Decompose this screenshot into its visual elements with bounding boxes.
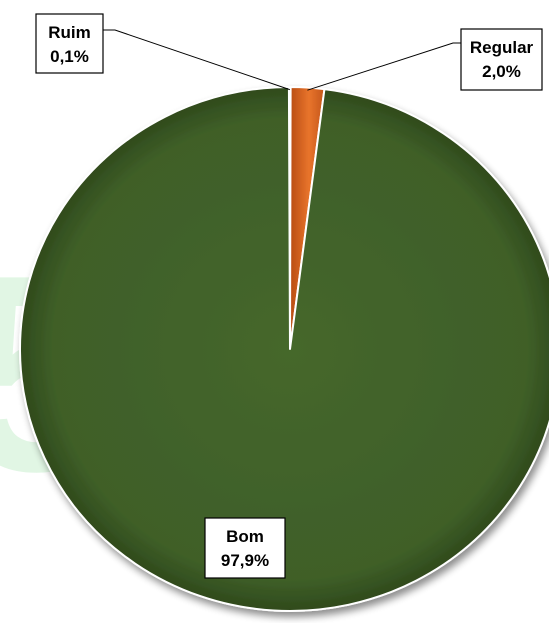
data-label-ruim: Ruim 0,1% [35,13,104,74]
label-category-bom: Bom [226,527,264,546]
label-value-ruim: 0,1% [50,47,89,66]
label-box-ruim [35,13,104,74]
label-category-ruim: Ruim [48,23,91,42]
leader-line-ruim [103,29,290,91]
data-label-bom: Bom 97,9% [204,517,286,579]
data-label-regular: Regular 2,0% [460,28,543,91]
leader-line-regular [307,42,461,91]
label-category-regular: Regular [470,38,534,57]
label-box-bom [204,517,286,579]
label-box-regular [460,28,543,91]
label-value-bom: 97,9% [221,551,269,570]
label-value-regular: 2,0% [482,62,521,81]
pie-slice-bom [18,86,549,612]
